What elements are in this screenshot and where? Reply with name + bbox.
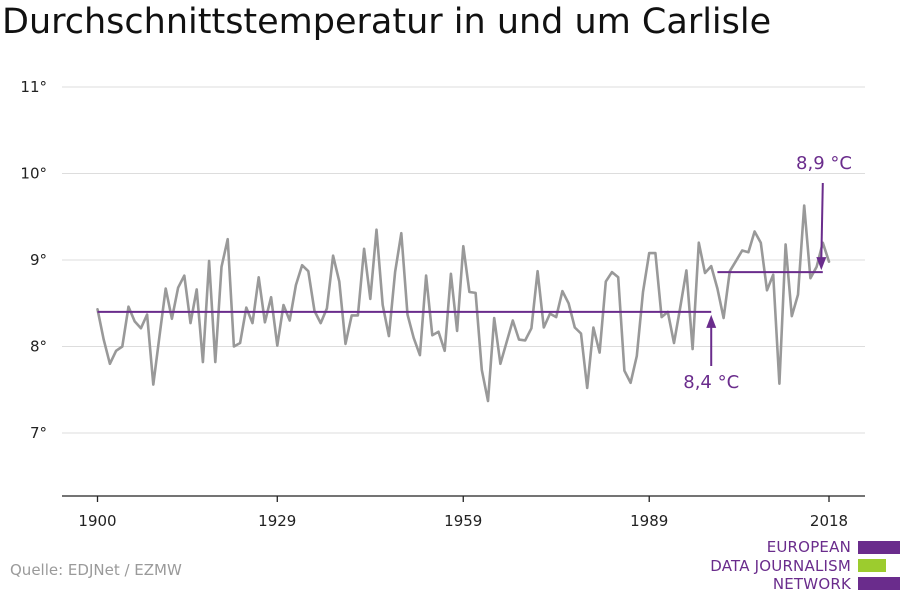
- annotation-arrow-head: [706, 314, 717, 328]
- logo-purple-bar-bottom: [858, 577, 900, 590]
- logo-green-bar: [858, 559, 886, 572]
- reference-lines: 8,4 °C 8,9 °C: [97, 153, 852, 393]
- y-tick-label: 11°: [20, 78, 47, 96]
- annotation-arrow-shaft: [820, 182, 824, 261]
- y-tick-label: 8°: [30, 338, 47, 356]
- logo-line-1: EUROPEAN: [766, 538, 851, 556]
- logo-line-2: DATA JOURNALISM: [710, 557, 851, 575]
- annotation-arrow-head: [816, 257, 827, 271]
- edjnet-logo[interactable]: EUROPEAN DATA JOURNALISM NETWORK: [680, 538, 900, 596]
- logo-purple-bar-top: [858, 541, 900, 554]
- source-note: Quelle: EDJNet / EZMW: [10, 561, 182, 579]
- series-layer: [96, 204, 831, 403]
- y-tick-label: 7°: [30, 424, 47, 442]
- chart-title: Durchschnittstemperatur in und um Carlis…: [2, 2, 772, 42]
- annotation-label-1900-1999: 8,4 °C: [683, 372, 739, 393]
- y-tick-label: 9°: [30, 251, 47, 269]
- x-tick-label: 1989: [630, 512, 668, 530]
- y-tick-label: 10°: [20, 165, 47, 183]
- x-tick-label: 1900: [78, 512, 116, 530]
- axes: 7° 8° 9° 10° 11° 1900 1929 1959 1989 2018: [20, 78, 865, 530]
- logo-line-3: NETWORK: [772, 575, 851, 593]
- temperature-series-line: [96, 204, 831, 403]
- x-tick-label: 1959: [444, 512, 482, 530]
- annotation-label-2000-2017: 8,9 °C: [796, 153, 852, 174]
- x-tick-label: 1929: [258, 512, 296, 530]
- x-tick-label: 2018: [810, 512, 848, 530]
